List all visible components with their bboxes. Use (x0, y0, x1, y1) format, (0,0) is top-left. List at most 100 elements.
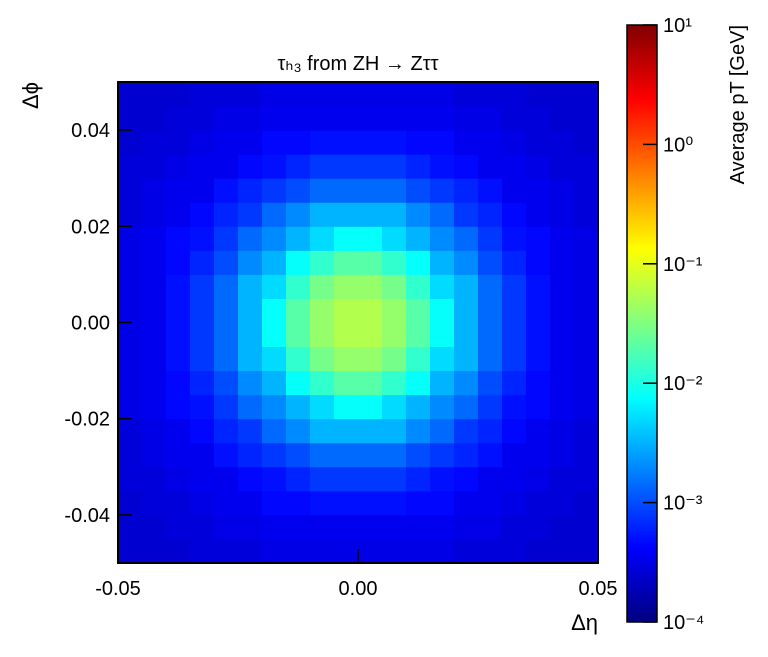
heatmap-cell (310, 250, 335, 275)
heatmap-cell (382, 466, 407, 492)
heatmap-cell (334, 370, 359, 396)
heatmap-cell (358, 274, 383, 299)
colorbar-tick-label: 10⁻³ (663, 493, 703, 515)
heatmap-cell (214, 274, 239, 299)
heatmap-cell (142, 274, 167, 299)
heatmap-cell (190, 394, 215, 420)
heatmap-cell (550, 250, 575, 275)
heatmap-cell (550, 538, 575, 564)
heatmap-cell (214, 538, 239, 564)
heatmap-cell (406, 466, 431, 492)
heatmap-cell (238, 322, 263, 348)
heatmap-cell (526, 514, 551, 540)
heatmap-cell (502, 106, 527, 131)
heatmap-cell (334, 130, 359, 155)
heatmap-cell (574, 178, 599, 203)
heatmap-cell (118, 346, 143, 372)
heatmap-cell (190, 538, 215, 564)
heatmap-cell (118, 322, 143, 348)
heatmap-cell (502, 202, 527, 227)
heatmap-cell (406, 490, 431, 516)
heatmap-cell (454, 490, 479, 516)
heatmap-cell (238, 394, 263, 420)
heatmap-cell (214, 250, 239, 275)
heatmap-cell (574, 514, 599, 540)
heatmap-cell (238, 490, 263, 516)
heatmap-cell (310, 442, 335, 468)
heatmap-cell (310, 466, 335, 492)
heatmap-cell (262, 154, 287, 179)
heatmap-cell (214, 370, 239, 396)
heatmap-cell (118, 178, 143, 203)
heatmap-cell (334, 418, 359, 444)
heatmap-cell (406, 274, 431, 299)
heatmap-cell (262, 394, 287, 420)
heatmap-cell (286, 226, 311, 251)
heatmap-cell (550, 178, 575, 203)
heatmap-cell (214, 82, 239, 107)
heatmap-cell (430, 322, 455, 348)
heatmap-cell (190, 178, 215, 203)
heatmap-cell (334, 466, 359, 492)
heatmap-cell (214, 298, 239, 323)
heatmap-cell (502, 394, 527, 420)
heatmap-cell (526, 442, 551, 468)
heatmap-cell (238, 298, 263, 323)
heatmap-cell (118, 370, 143, 396)
heatmap-cell (166, 154, 191, 179)
heatmap-cell (526, 154, 551, 179)
heatmap-cell (118, 466, 143, 492)
heatmap-cell (502, 490, 527, 516)
heatmap-cell (142, 466, 167, 492)
heatmap-cell (574, 106, 599, 131)
heatmap-cell (334, 226, 359, 251)
heatmap-cell (190, 346, 215, 372)
heatmap-cell (118, 418, 143, 444)
heatmap-cell (382, 346, 407, 372)
heatmap-cell (502, 226, 527, 251)
heatmap-cell (526, 178, 551, 203)
heatmap-cell (382, 490, 407, 516)
heatmap-cell (382, 178, 407, 203)
heatmap-cell (310, 514, 335, 540)
heatmap-cell (574, 298, 599, 323)
heatmap-cell (286, 418, 311, 444)
heatmap-cell (142, 226, 167, 251)
heatmap-cell (286, 130, 311, 155)
heatmap-cell (478, 466, 503, 492)
heatmap-cell (454, 298, 479, 323)
heatmap-cell (502, 154, 527, 179)
heatmap-cell (430, 466, 455, 492)
heatmap-cell (550, 130, 575, 155)
heatmap-cell (382, 226, 407, 251)
heatmap-cell (262, 178, 287, 203)
heatmap-cell (382, 106, 407, 131)
heatmap-cell (430, 418, 455, 444)
heatmap-cell (118, 250, 143, 275)
heatmap-cell (166, 250, 191, 275)
heatmap-cell (406, 130, 431, 155)
heatmap-cell (550, 106, 575, 131)
heatmap-cell (166, 274, 191, 299)
colorbar-tick-label: 10⁻² (663, 373, 703, 395)
heatmap-cell (334, 274, 359, 299)
heatmap-cell (478, 538, 503, 564)
heatmap-cell (334, 394, 359, 420)
heatmap-cell (382, 82, 407, 107)
heatmap-cell (382, 322, 407, 348)
heatmap-cell (142, 490, 167, 516)
heatmap-cell (550, 514, 575, 540)
heatmap-cell (214, 418, 239, 444)
heatmap-cell (166, 130, 191, 155)
heatmap-cell (166, 442, 191, 468)
heatmap-cell (430, 490, 455, 516)
heatmap-cell (430, 178, 455, 203)
heatmap-cell (478, 514, 503, 540)
heatmap-cell (238, 250, 263, 275)
heatmap-cell (310, 178, 335, 203)
heatmap-cell (310, 106, 335, 131)
heatmap-cell (190, 298, 215, 323)
heatmap-cell (238, 226, 263, 251)
heatmap-cell (166, 322, 191, 348)
heatmap-cell (454, 274, 479, 299)
